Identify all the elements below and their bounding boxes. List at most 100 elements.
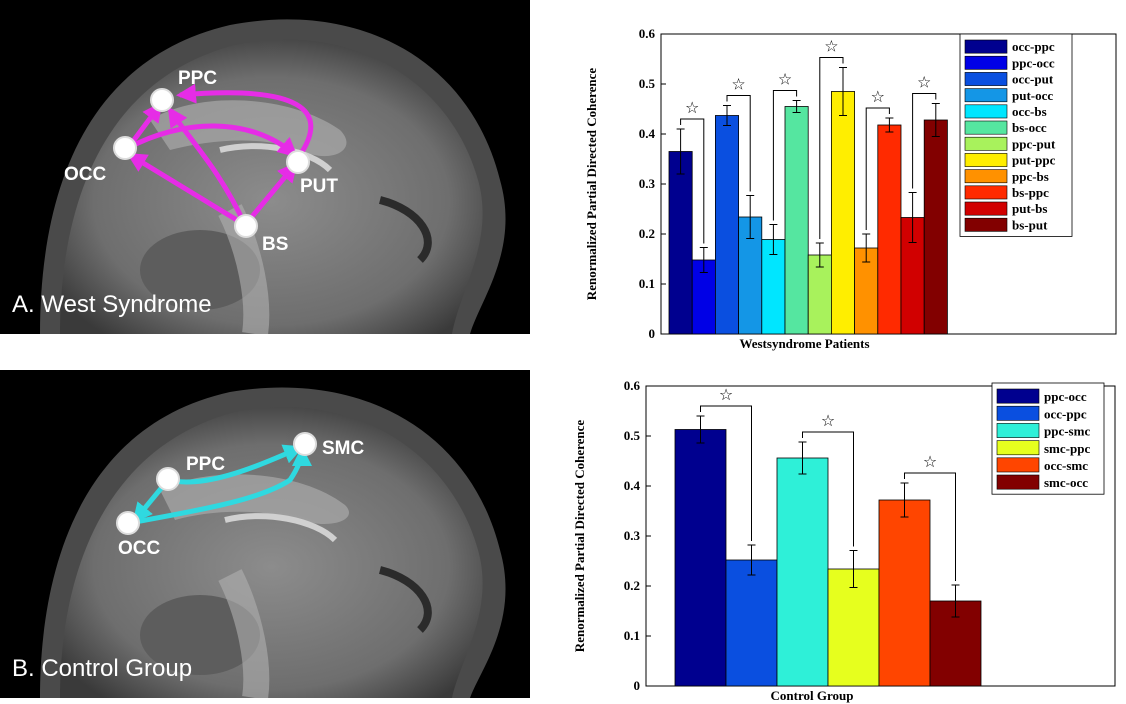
y-tick-label: 0.5 [639,76,656,91]
y-tick-label: 0.1 [639,276,655,291]
legend-label: ppc-smc [1044,424,1090,439]
significance-bracket [819,57,844,239]
legend-label: smc-occ [1044,475,1088,490]
bar-bs-ppc [877,124,902,335]
bar-ppc-smc [776,457,829,687]
significance-bracket [726,95,751,192]
chart-west-syndrome: 0 0.1 0.2 0.3 0.4 0.5 0.6 Renormalized Partial … [560,0,1126,360]
y-tick-label: 0.2 [624,578,640,593]
significance-star-icon: ☆ [917,73,931,92]
legend-swatch [996,405,1040,421]
legend-label: put-ppc [1012,153,1056,168]
bar-occ-smc [878,499,931,687]
legend-swatch [996,474,1040,490]
y-axis-label: Renormalized Partial Directed Coherence [584,68,599,301]
bar-occ-ppc [725,559,778,687]
significance-star-icon: ☆ [923,452,937,471]
legend-swatch [964,88,1008,103]
legend-label: smc-ppc [1044,441,1090,456]
legend-label: ppc-occ [1012,55,1055,70]
node-ppc [156,467,180,491]
brain-panel-west-syndrome: PPC OCC PUT BS A. West Syndrome [0,0,530,334]
node-label-put: PUT [300,176,338,197]
x-axis-label: Westsyndrome Patients [739,336,869,351]
legend-label: occ-smc [1044,458,1088,473]
bar-bs-occ [784,106,809,335]
bar-occ-ppc [668,151,693,335]
legend-label: bs-occ [1012,120,1047,135]
node-smc [293,432,317,456]
significance-bracket [865,107,890,230]
legend-swatch [964,169,1008,184]
brain-mri-image-a: PPC OCC PUT BS [40,19,506,334]
brain-mri-image-b: PPC OCC SMC [40,387,506,698]
y-tick-label: 0.4 [639,126,656,141]
node-label-occ: OCC [64,164,107,185]
y-tick-label: 0.3 [639,176,656,191]
y-tick-label: 0.3 [624,528,641,543]
significance-star-icon: ☆ [821,411,835,430]
significance-bracket [772,90,798,221]
chart-control-group: 0 0.1 0.2 0.3 0.4 0.5 0.6 Renormalized Partial … [560,370,1126,704]
significance-star-icon: ☆ [731,75,745,94]
legend-swatch [964,185,1008,200]
y-tick-label: 0 [649,326,656,341]
legend-swatch [996,423,1040,438]
y-tick-label: 0.4 [624,478,641,493]
y-tick-label: 0 [634,678,641,693]
significance-bracket [912,93,937,189]
legend-label: put-occ [1012,88,1053,103]
node-label-ppc: PPC [186,454,225,475]
bar-bs-put [923,119,948,335]
node-label-ppc: PPC [178,68,217,89]
y-axis-label: Renormalized Partial Directed Coherence [572,420,587,653]
legend-label: bs-put [1012,217,1048,232]
node-occ [113,136,137,160]
bar-occ-put [714,115,739,335]
legend-label: occ-ppc [1044,406,1087,421]
legend-label: occ-put [1012,72,1054,87]
legend-swatch [964,136,1008,151]
significance-bracket [700,405,752,541]
legend-label: put-bs [1012,201,1047,216]
brain-panel-control-group: PPC OCC SMC B. Control Group [0,370,530,698]
legend-swatch [964,120,1008,135]
legend-swatch [964,39,1008,54]
legend-swatch [964,72,1008,86]
significance-bracket [680,118,705,244]
legend-swatch [996,440,1040,456]
panel-caption-a: A. West Syndrome [12,291,212,318]
legend-swatch [964,153,1008,167]
significance-bracket [802,431,854,547]
legend-swatch [964,217,1008,232]
node-put [286,150,310,174]
legend-swatch [964,55,1008,70]
chart-svg-b: 0 0.1 0.2 0.3 0.4 0.5 0.6 Renormalized Partial … [572,378,1116,703]
legend-label: bs-ppc [1012,185,1049,200]
legend-label: ppc-occ [1044,389,1087,404]
legend-label: ppc-bs [1012,169,1049,184]
x-axis-label: Control Group [771,688,854,703]
legend-swatch [964,104,1008,119]
significance-star-icon: ☆ [871,87,885,106]
legend-label: occ-ppc [1012,39,1055,54]
legend-swatch [964,201,1008,216]
chart-svg-a: 0 0.1 0.2 0.3 0.4 0.5 0.6 Renormalized Partial … [584,26,1117,351]
node-label-occ: OCC [118,538,161,559]
significance-star-icon: ☆ [685,98,699,117]
legend-swatch [996,388,1040,404]
significance-star-icon: ☆ [719,385,733,404]
panel-caption-b: B. Control Group [12,655,193,682]
node-occ [116,511,140,535]
node-bs [234,214,258,238]
node-label-smc: SMC [322,438,365,459]
node-ppc [150,88,174,112]
bar-ppc-occ [674,429,727,687]
y-tick-label: 0.2 [639,226,655,241]
significance-bracket [904,472,956,581]
y-tick-label: 0.1 [624,628,640,643]
y-tick-label: 0.6 [624,378,641,393]
y-tick-label: 0.6 [639,26,656,41]
legend-label: ppc-put [1012,136,1056,151]
